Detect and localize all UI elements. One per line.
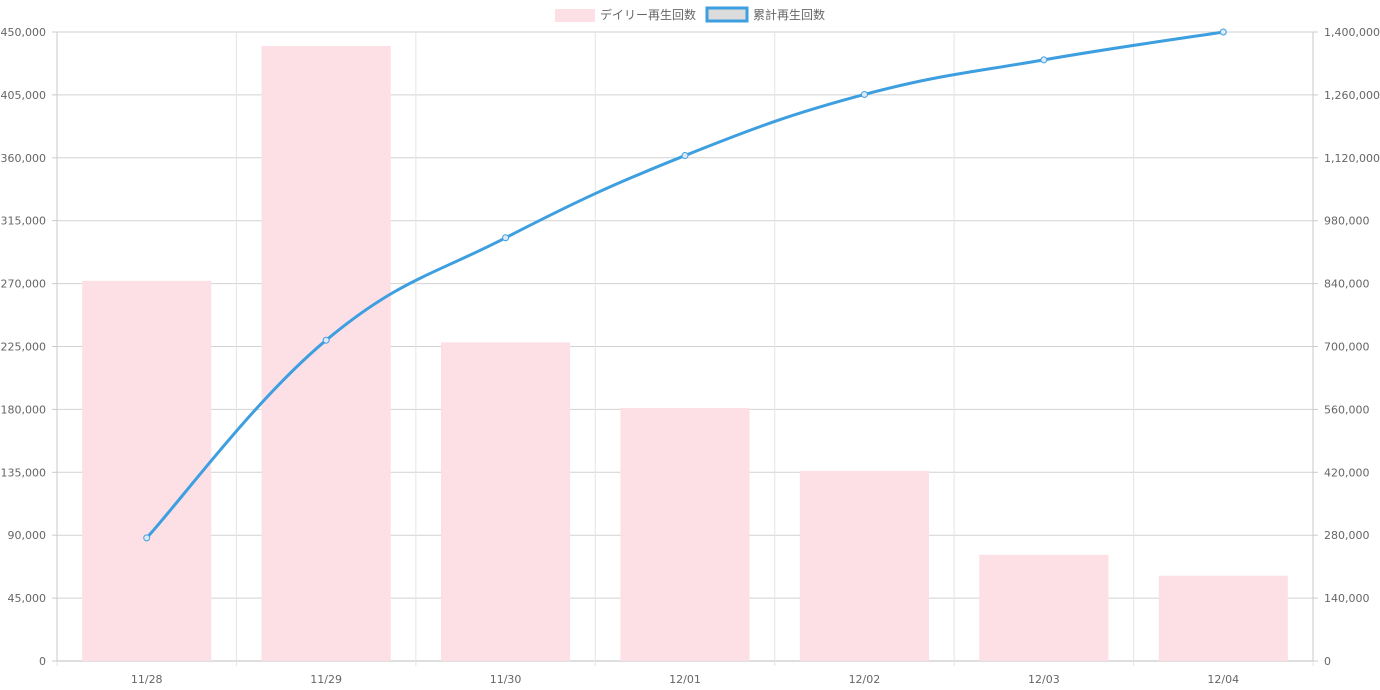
bar[interactable] [82,280,212,661]
right-tick-label: 980,000 [1324,215,1370,228]
line-point[interactable] [1040,56,1048,64]
x-tick-label: 11/28 [131,673,163,686]
bar[interactable] [620,408,750,661]
cumulative-line [143,28,1227,542]
legend: デイリー再生回数 累計再生回数 [555,6,825,23]
x-tick-label: 11/30 [490,673,522,686]
bar[interactable] [979,554,1109,661]
x-tick-label: 12/01 [669,673,701,686]
line-point[interactable] [681,152,689,160]
x-tick-label: 12/03 [1028,673,1060,686]
line-point[interactable] [1219,28,1227,36]
legend-line-swatch[interactable] [705,6,749,23]
right-tick-label: 840,000 [1324,278,1370,291]
left-tick-label: 0 [39,655,46,668]
bar[interactable] [440,342,571,661]
line-point[interactable] [502,234,510,242]
line-point[interactable] [143,534,151,542]
x-tick-label: 12/04 [1207,673,1239,686]
bar[interactable] [1158,575,1288,661]
left-tick-label: 90,000 [8,529,47,542]
right-tick-label: 0 [1324,655,1331,668]
bar[interactable] [799,470,930,661]
line-point[interactable] [860,90,868,98]
legend-bar-label[interactable]: デイリー再生回数 [600,7,696,22]
right-tick-label: 1,400,000 [1324,26,1380,39]
left-tick-label: 405,000 [1,89,47,102]
line-point[interactable] [322,336,330,344]
left-tick-label: 180,000 [1,403,47,416]
left-tick-label: 450,000 [1,26,47,39]
x-tick-label: 12/02 [849,673,881,686]
right-tick-label: 280,000 [1324,529,1370,542]
legend-line-label[interactable]: 累計再生回数 [753,7,825,22]
right-tick-label: 420,000 [1324,466,1370,479]
left-tick-label: 225,000 [1,341,47,354]
axes: 0 0 45,000 140,000 90,000 280,000 135,000 420,0… [1,26,1380,686]
left-tick-label: 45,000 [8,592,47,605]
legend-bar-swatch[interactable] [555,9,595,22]
right-tick-label: 700,000 [1324,341,1370,354]
left-tick-label: 360,000 [1,152,47,165]
right-tick-label: 1,120,000 [1324,152,1380,165]
right-tick-label: 140,000 [1324,592,1370,605]
bar[interactable] [261,45,391,661]
right-tick-label: 560,000 [1324,403,1370,416]
left-tick-label: 270,000 [1,278,47,291]
left-tick-label: 315,000 [1,215,47,228]
daily-bars [82,45,1288,661]
x-tick-label: 11/29 [310,673,342,686]
left-tick-label: 135,000 [1,466,47,479]
right-tick-label: 1,260,000 [1324,89,1380,102]
